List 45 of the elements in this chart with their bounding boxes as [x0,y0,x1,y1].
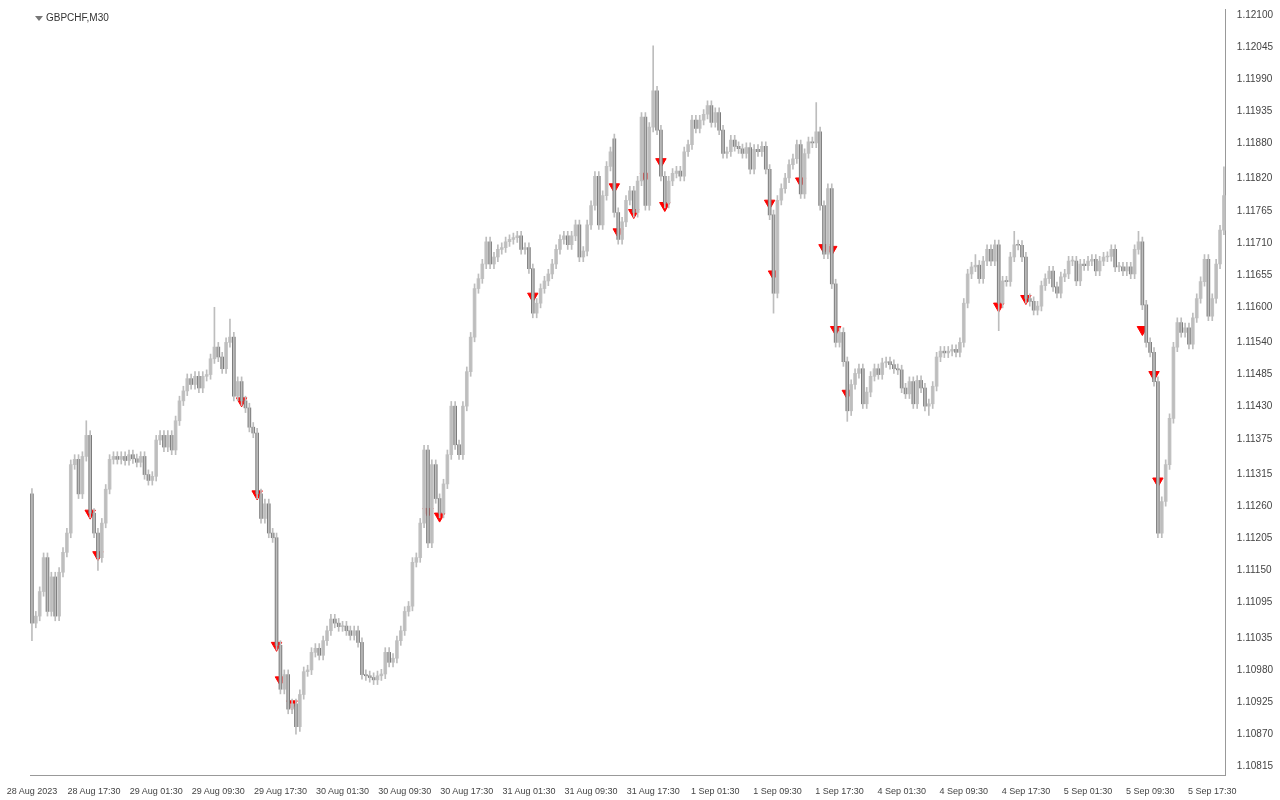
x-tick-label: 5 Sep 09:30 [1125,786,1175,797]
y-tick-label: 1.10980 [1236,663,1274,675]
y-tick-label: 1.11710 [1236,236,1273,248]
x-tick-label: 30 Aug 17:30 [440,786,494,797]
y-tick-label: 1.11205 [1236,532,1273,544]
y-tick-label: 1.11485 [1236,368,1273,380]
x-tick-label: 29 Aug 01:30 [129,786,183,797]
x-tick-label: 31 Aug 17:30 [626,786,680,797]
x-tick-label: 4 Sep 17:30 [1001,786,1051,797]
x-tick-label: 30 Aug 09:30 [378,786,432,797]
x-tick-label: 4 Sep 01:30 [877,786,926,797]
x-tick-label: 5 Sep 17:30 [1187,786,1237,797]
y-tick-label: 1.10815 [1236,760,1274,772]
y-tick-label: 1.11765 [1236,204,1273,216]
y-tick-label: 1.11035 [1236,631,1273,643]
x-tick-label: 30 Aug 01:30 [316,786,370,797]
x-tick-label: 1 Sep 17:30 [815,786,864,797]
x-tick-label: 4 Sep 09:30 [939,786,989,797]
y-tick-label: 1.11935 [1236,105,1273,117]
y-tick-label: 1.10870 [1236,728,1274,740]
y-tick-label: 1.11820 [1236,172,1273,184]
y-tick-label: 1.11880 [1236,137,1273,149]
y-tick-label: 1.12100 [1236,8,1274,20]
x-tick-label: 31 Aug 01:30 [502,786,556,797]
y-tick-label: 1.11600 [1236,301,1273,313]
y-tick-label: 1.11260 [1236,499,1273,511]
y-tick-label: 1.11375 [1236,432,1273,444]
x-tick-label: 1 Sep 09:30 [753,786,802,797]
y-tick-label: 1.11655 [1236,268,1273,280]
x-tick-label: 1 Sep 01:30 [691,786,740,797]
y-tick-label: 1.11430 [1236,400,1273,412]
x-tick-label: 5 Sep 01:30 [1063,786,1113,797]
chart-title: GBPCHF,M30 [46,11,110,23]
x-tick-label: 29 Aug 17:30 [253,786,307,797]
y-tick-label: 1.11540 [1236,336,1273,348]
x-tick-label: 29 Aug 09:30 [191,786,245,797]
y-tick-label: 1.11095 [1236,596,1273,608]
x-tick-label: 28 Aug 17:30 [67,786,121,797]
y-tick-label: 1.11150 [1236,564,1272,576]
y-tick-label: 1.10925 [1236,695,1274,707]
y-tick-label: 1.11990 [1236,72,1273,84]
y-tick-label: 1.11315 [1236,467,1273,479]
x-tick-label: 28 Aug 2023 [6,786,58,797]
y-tick-label: 1.12045 [1236,40,1274,52]
x-tick-label: 31 Aug 09:30 [564,786,618,797]
